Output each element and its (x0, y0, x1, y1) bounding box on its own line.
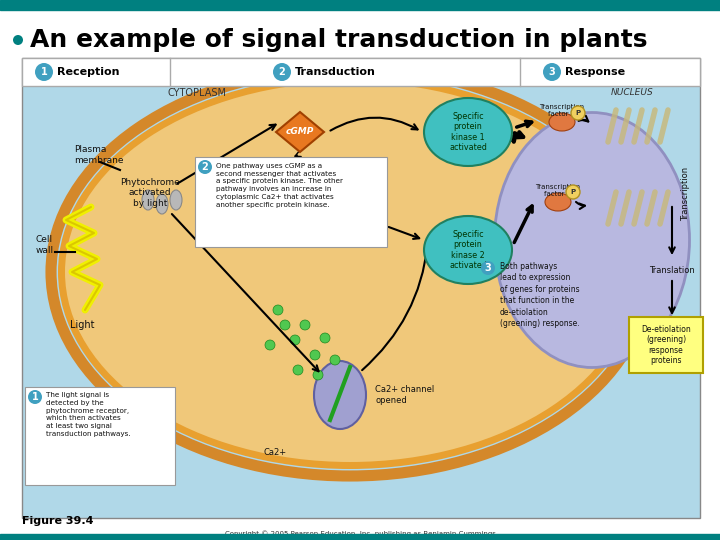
Text: 2: 2 (279, 67, 285, 77)
Text: 3: 3 (485, 263, 491, 273)
Circle shape (198, 160, 212, 174)
FancyBboxPatch shape (25, 387, 175, 485)
Text: An example of signal transduction in plants: An example of signal transduction in pla… (30, 28, 647, 52)
Text: Phytochrome
activated
by light: Phytochrome activated by light (120, 178, 180, 208)
Circle shape (300, 320, 310, 330)
Text: Specific
protein
kinase 2
activated: Specific protein kinase 2 activated (449, 230, 487, 270)
Polygon shape (276, 112, 324, 152)
Ellipse shape (549, 113, 575, 131)
Ellipse shape (58, 75, 642, 469)
Text: cGMP: cGMP (286, 127, 314, 137)
Circle shape (320, 333, 330, 343)
Ellipse shape (65, 82, 635, 462)
Ellipse shape (142, 190, 154, 210)
Ellipse shape (545, 193, 571, 211)
Circle shape (290, 335, 300, 345)
Text: Transcription
factor 2: Transcription factor 2 (536, 184, 580, 197)
Text: CYTOPLASM: CYTOPLASM (168, 88, 227, 98)
Text: 3: 3 (549, 67, 555, 77)
Circle shape (481, 261, 495, 275)
Circle shape (543, 63, 561, 81)
Text: P: P (575, 110, 580, 116)
Text: Plasma
membrane: Plasma membrane (74, 145, 124, 165)
Text: Copyright © 2005 Pearson Education, Inc. publishing as Benjamin Cummings: Copyright © 2005 Pearson Education, Inc.… (225, 530, 495, 537)
Text: Reception: Reception (57, 67, 120, 77)
Text: Ca2+: Ca2+ (264, 448, 287, 457)
Text: De-etiolation
(greening)
response
proteins: De-etiolation (greening) response protei… (641, 325, 691, 365)
Text: Cell
wall: Cell wall (36, 235, 54, 255)
FancyBboxPatch shape (195, 157, 387, 247)
Text: The light signal is
detected by the
phytochrome receptor,
which then activates
a: The light signal is detected by the phyt… (46, 392, 130, 437)
Text: Translation: Translation (649, 266, 695, 275)
Circle shape (330, 355, 340, 365)
FancyBboxPatch shape (629, 317, 703, 373)
Bar (0, 534, 720, 540)
Circle shape (35, 63, 53, 81)
Text: Second messenger
produced: Second messenger produced (230, 158, 310, 178)
Circle shape (265, 340, 275, 350)
Ellipse shape (424, 216, 512, 284)
Text: 2: 2 (202, 162, 208, 172)
Bar (22, 58, 700, 86)
Circle shape (280, 320, 290, 330)
Text: One pathway uses cGMP as a
second messenger that activates
a specific protein ki: One pathway uses cGMP as a second messen… (216, 163, 343, 208)
Text: Response: Response (565, 67, 625, 77)
Text: NUCLEUS: NUCLEUS (611, 88, 653, 97)
Ellipse shape (314, 361, 366, 429)
Bar (22, 58, 700, 518)
Circle shape (28, 390, 42, 404)
Text: Transcription
factor 1: Transcription factor 1 (539, 104, 585, 117)
Text: 1: 1 (40, 67, 48, 77)
Text: Specific
protein
kinase 1
activated: Specific protein kinase 1 activated (449, 112, 487, 152)
Circle shape (13, 35, 23, 45)
Bar (0, 0, 720, 10)
Ellipse shape (424, 98, 512, 166)
Text: 1: 1 (32, 392, 38, 402)
Circle shape (273, 305, 283, 315)
Circle shape (566, 185, 580, 199)
Circle shape (293, 365, 303, 375)
Text: P: P (570, 189, 575, 195)
Text: Both pathways
lead to expression
of genes for proteins
that function in the
de-e: Both pathways lead to expression of gene… (500, 262, 580, 328)
Circle shape (571, 106, 585, 120)
Text: Transcription: Transcription (682, 167, 690, 221)
Ellipse shape (156, 194, 168, 214)
Circle shape (313, 370, 323, 380)
Text: Ca2+ channel
opened: Ca2+ channel opened (375, 386, 434, 404)
Circle shape (310, 350, 320, 360)
Ellipse shape (495, 112, 690, 368)
Text: Light: Light (70, 320, 94, 330)
Text: Figure 39.4: Figure 39.4 (22, 516, 94, 526)
Text: Transduction: Transduction (295, 67, 376, 77)
Circle shape (273, 63, 291, 81)
Ellipse shape (170, 190, 182, 210)
